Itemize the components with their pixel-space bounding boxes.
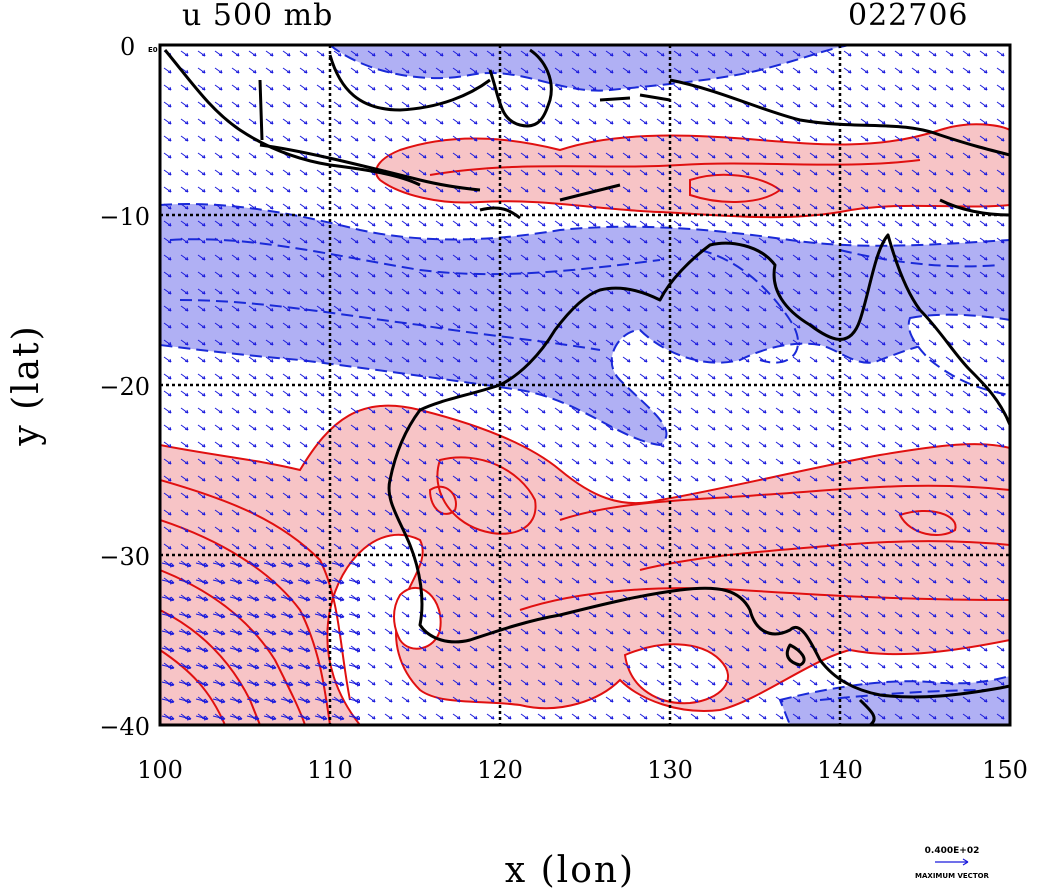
x-axis-label: x (lon): [505, 850, 635, 888]
corner-label: 0: [120, 33, 135, 61]
coastlines: [163, 48, 1010, 725]
map-plot-area: [160, 45, 1010, 725]
vector-scale-label: MAXIMUM VECTOR: [915, 872, 989, 880]
plot-frame: [158, 43, 1012, 727]
x-tick-label: 150: [982, 756, 1028, 784]
vector-scale-legend: 0.400E+02 MAXIMUM VECTOR: [915, 846, 989, 880]
x-tick-label: 100: [137, 756, 183, 784]
title-left: u 500 mb: [182, 0, 333, 33]
x-axis-ticks: 100 110 120 130 140 150: [137, 756, 1028, 784]
strong-westerly-vectors: [160, 560, 360, 725]
corner-sub-label: E0: [148, 46, 158, 54]
x-tick-label: 140: [817, 756, 863, 784]
y-tick-label: −40: [99, 713, 150, 741]
x-tick-label: 120: [477, 756, 523, 784]
lat-lon-grid: [160, 45, 1010, 725]
title-right: 022706: [848, 0, 969, 33]
y-tick-label: −10: [99, 203, 150, 231]
y-tick-label: −30: [99, 543, 150, 571]
x-tick-label: 110: [307, 756, 353, 784]
y-axis-label: y (lat): [6, 324, 47, 446]
vector-scale-value: 0.400E+02: [925, 846, 980, 856]
y-tick-label: −20: [99, 373, 150, 401]
y-axis-ticks: −10 −20 −30 −40: [99, 203, 150, 741]
x-tick-label: 130: [647, 756, 693, 784]
vector-scale-arrow-icon: [935, 858, 969, 866]
